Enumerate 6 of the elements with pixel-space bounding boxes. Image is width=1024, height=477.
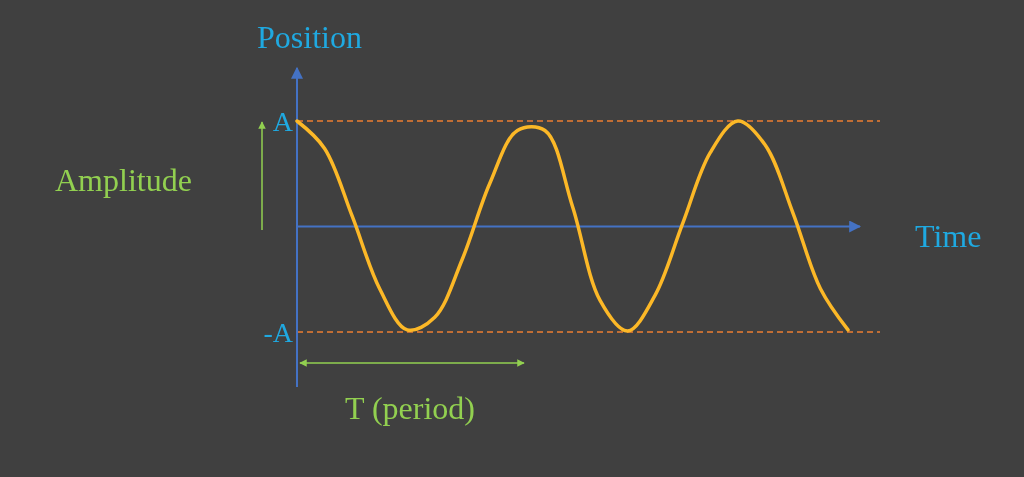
- y-axis-title: Position: [257, 19, 362, 55]
- x-axis-title: Time: [915, 217, 982, 254]
- text: Amplitude: [55, 162, 192, 199]
- ref-line-label: -A: [263, 316, 294, 348]
- ref-line-label: A: [272, 105, 294, 137]
- text: T (period): [344, 390, 476, 427]
